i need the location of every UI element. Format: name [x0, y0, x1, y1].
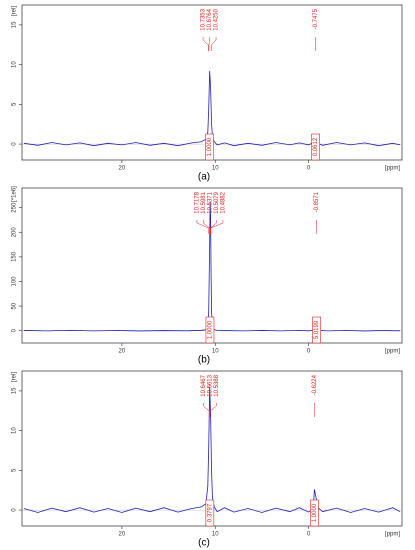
peak-label: -0.7475 — [313, 8, 319, 29]
integral-label: 5.0199 — [314, 320, 320, 339]
spectrum-line — [23, 386, 401, 513]
peak-label: 10.6764 — [207, 8, 213, 30]
integral-label: 0.3797 — [207, 503, 213, 522]
y-axis-label: [*1e6] — [12, 186, 18, 202]
caption: (a) — [198, 172, 210, 183]
y-tick-label: 50 — [12, 302, 18, 309]
peak-label: 10.4882 — [221, 191, 227, 213]
y-axis-label: [rel] — [12, 6, 18, 16]
y-tick-label: 10 — [12, 61, 18, 68]
integral-label: 1.0000 — [207, 137, 213, 156]
peak-label: 10.5079 — [214, 191, 220, 213]
integral-box — [311, 133, 320, 161]
peak-leader — [208, 37, 210, 46]
x-axis-label: [ppm] — [385, 532, 400, 538]
y-tick-label: 200 — [12, 227, 18, 238]
integral-box — [312, 316, 321, 344]
y-tick-label: 0 — [12, 328, 18, 332]
integral-box — [205, 499, 215, 527]
peak-leader — [210, 220, 217, 229]
peak-leader — [211, 37, 217, 46]
x-axis-label: [ppm] — [385, 349, 400, 355]
peak-label: -0.8571 — [314, 191, 320, 212]
peak-label: -0.6224 — [312, 374, 318, 395]
peak-leader — [202, 37, 209, 46]
x-tick-label: 0 — [307, 532, 311, 538]
y-tick-label: 0 — [12, 142, 18, 146]
x-tick-label: 20 — [119, 166, 126, 172]
x-axis-label: [ppm] — [385, 166, 400, 172]
peak-label: 10.6467 — [201, 374, 207, 396]
peak-leader — [210, 403, 217, 412]
x-tick-label: 10 — [212, 532, 219, 538]
peak-label: 10.5613 — [207, 374, 213, 396]
caption: (b) — [198, 355, 210, 366]
y-tick-label: 5 — [12, 102, 18, 106]
peak-label: 10.5981 — [201, 191, 207, 213]
integral-label: 1.0000 — [208, 320, 214, 339]
peak-leader — [203, 220, 210, 229]
peak-leader — [203, 403, 210, 412]
peak-leader — [196, 220, 209, 229]
peak-label: 10.7353 — [201, 8, 207, 30]
x-tick-label: 0 — [307, 166, 311, 172]
x-tick-label: 20 — [119, 349, 126, 355]
integral-label: 0.0612 — [313, 137, 319, 156]
integral-box — [310, 499, 319, 527]
y-tick-label: 250 — [12, 202, 18, 213]
x-tick-label: 10 — [212, 349, 219, 355]
y-tick-label: 10 — [12, 427, 18, 434]
x-tick-label: 10 — [212, 166, 219, 172]
peak-label: 10.5388 — [214, 374, 220, 396]
x-tick-label: 20 — [119, 532, 126, 538]
y-tick-label: 100 — [12, 276, 18, 287]
peak-label: 10.7178 — [195, 191, 201, 213]
y-tick-label: 150 — [12, 251, 18, 262]
y-tick-label: 5 — [12, 468, 18, 472]
integral-box — [205, 316, 215, 344]
caption: (c) — [198, 538, 210, 549]
y-tick-label: 15 — [12, 387, 18, 394]
peak-label: 10.4250 — [214, 8, 220, 30]
y-tick-label: 15 — [12, 21, 18, 28]
x-tick-label: 0 — [307, 349, 311, 355]
integral-label: 1.0000 — [312, 503, 318, 522]
peak-label: 10.5371 — [208, 191, 214, 213]
y-tick-label: 0 — [12, 508, 18, 512]
spectrum-line — [23, 201, 401, 332]
peak-leader — [210, 220, 224, 229]
integral-box — [205, 133, 214, 161]
y-axis-label: [rel] — [12, 372, 18, 382]
